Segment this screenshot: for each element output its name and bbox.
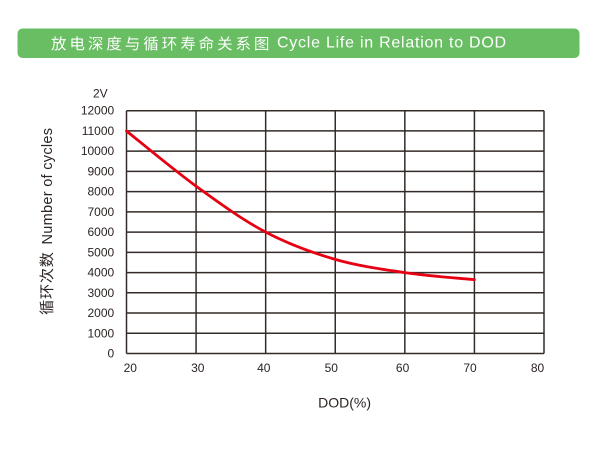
svg-text:30: 30: [191, 361, 205, 375]
svg-text:0: 0: [108, 347, 115, 361]
svg-text:2000: 2000: [87, 306, 114, 320]
svg-text:9000: 9000: [87, 164, 114, 178]
svg-text:6000: 6000: [87, 225, 114, 239]
svg-text:Number of cycles: Number of cycles: [40, 128, 56, 245]
svg-text:70: 70: [463, 361, 477, 375]
svg-text:11000: 11000: [82, 124, 115, 138]
svg-text:2V: 2V: [93, 86, 108, 100]
svg-text:10000: 10000: [81, 144, 115, 158]
svg-text:50: 50: [325, 361, 339, 375]
svg-text:12000: 12000: [81, 104, 115, 118]
svg-text:1000: 1000: [87, 326, 114, 340]
svg-text:5000: 5000: [87, 245, 114, 259]
svg-text:40: 40: [257, 361, 271, 375]
svg-text:7000: 7000: [87, 205, 114, 219]
svg-text:3000: 3000: [87, 286, 114, 300]
svg-text:DOD(%): DOD(%): [318, 395, 371, 411]
svg-text:60: 60: [396, 361, 410, 375]
svg-text:80: 80: [531, 361, 545, 375]
svg-text:4000: 4000: [87, 266, 114, 280]
svg-text:20: 20: [124, 361, 138, 375]
svg-text:8000: 8000: [87, 185, 114, 199]
svg-text:Cycle Life in Relation to DOD: Cycle Life in Relation to DOD: [277, 35, 507, 52]
